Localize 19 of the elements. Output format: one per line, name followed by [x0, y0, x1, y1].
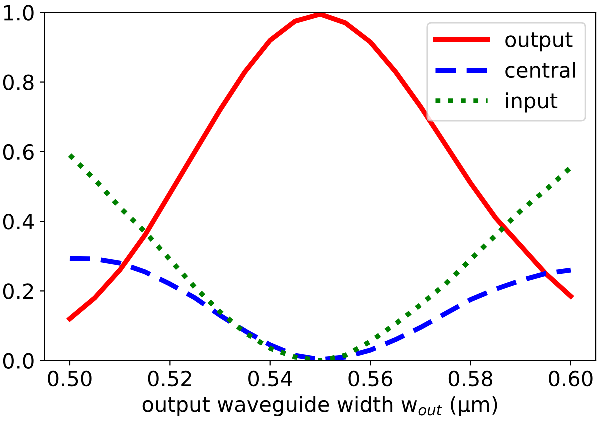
y-tick-label: 0.0 — [3, 353, 34, 370]
x-tick-label: 0.58 — [448, 370, 493, 387]
x-axis-title: output waveguide width w$_{out}$ (μm) — [142, 396, 498, 416]
line-series — [68, 256, 574, 361]
legend-label: central — [506, 62, 576, 78]
y-tick-label: 1.0 — [4, 5, 34, 21]
line-series — [68, 12, 574, 322]
x-tick-label: 0.52 — [148, 370, 192, 387]
x-tick-label: 0.60 — [549, 370, 593, 387]
x-tick-label: 0.54 — [248, 370, 292, 387]
line-series — [68, 152, 574, 361]
legend-label: input — [506, 92, 558, 113]
y-tick-label: 0.8 — [3, 74, 34, 90]
x-tick-label: 0.50 — [48, 370, 92, 387]
y-tick-label: 0.6 — [3, 144, 34, 160]
y-tick-label: 0.4 — [3, 214, 34, 230]
x-tick-label: 0.56 — [348, 370, 392, 387]
legend-label: output — [506, 32, 573, 52]
y-tick-label: 0.2 — [3, 284, 34, 300]
